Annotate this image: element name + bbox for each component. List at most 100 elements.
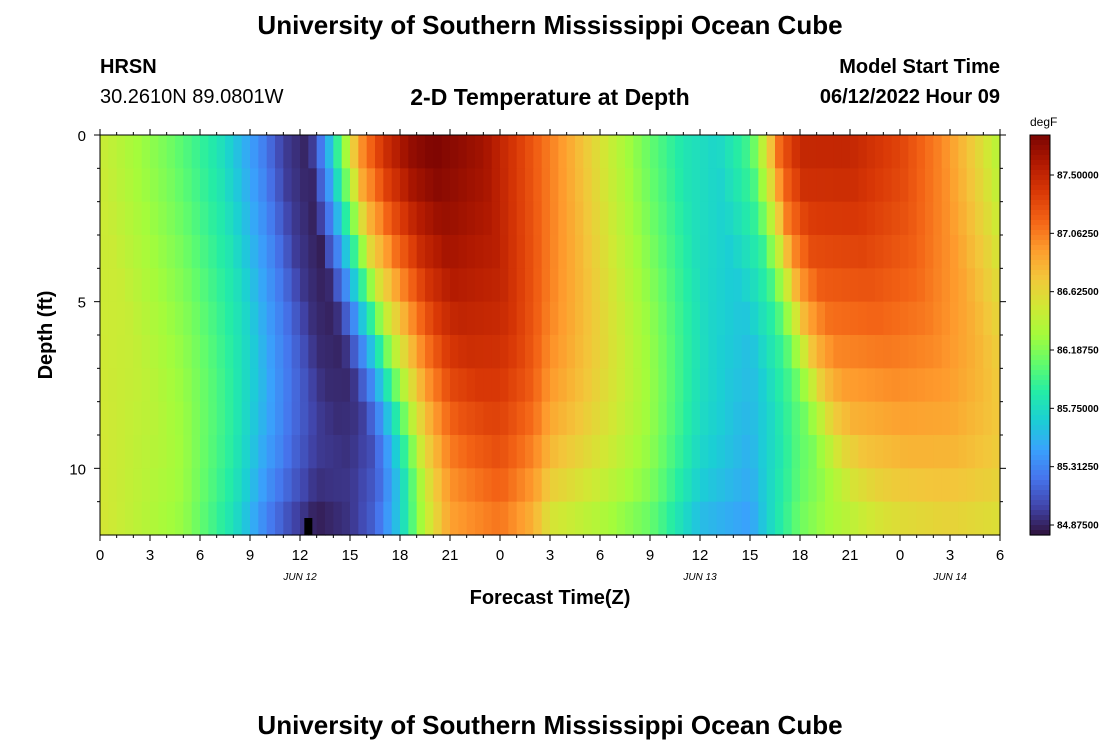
heatmap-cell: [575, 235, 584, 269]
heatmap-cell: [625, 201, 634, 236]
heatmap-cell: [658, 468, 668, 503]
heatmap-cell: [508, 468, 518, 503]
heatmap-cell: [441, 301, 451, 336]
heatmap-cell: [958, 301, 968, 336]
heatmap-cell: [100, 235, 109, 269]
heatmap-cell: [716, 368, 726, 403]
heatmap-cell: [358, 401, 368, 436]
heatmap-cell: [133, 268, 143, 303]
heatmap-cell: [150, 201, 159, 236]
heatmap-cell: [816, 368, 826, 403]
heatmap-cell: [500, 335, 509, 369]
colorbar-segment: [1030, 210, 1050, 216]
heatmap-cell: [366, 135, 376, 169]
heatmap-cell: [466, 135, 476, 169]
heatmap-cell: [183, 401, 193, 436]
heatmap-cell: [741, 301, 751, 336]
colorbar-segment: [1030, 140, 1050, 146]
heatmap-cell: [658, 335, 668, 369]
heatmap-cell: [933, 335, 943, 369]
heatmap-cell: [258, 268, 268, 303]
heatmap-cell: [950, 335, 959, 369]
heatmap-cell: [908, 368, 918, 403]
heatmap-cell: [641, 268, 651, 303]
heatmap-cell: [733, 168, 743, 203]
heatmap-cell: [616, 301, 626, 336]
heatmap-cell: [866, 335, 876, 369]
heatmap-cell: [150, 235, 159, 269]
heatmap-cell: [775, 201, 784, 236]
heatmap-cell: [116, 401, 126, 436]
heatmap-cell: [850, 435, 859, 469]
heatmap-cell: [800, 501, 809, 536]
heatmap-cell: [541, 201, 551, 236]
heatmap-cell: [191, 301, 201, 336]
heatmap-cell: [441, 168, 451, 203]
heatmap-cell: [616, 368, 626, 403]
heatmap-cell: [558, 201, 568, 236]
heatmap-cell: [333, 268, 343, 303]
heatmap-cell: [991, 201, 1001, 236]
heatmap-cell: [758, 268, 768, 303]
heatmap-cell: [641, 201, 651, 236]
heatmap-cell: [133, 468, 143, 503]
heatmap-cell: [916, 268, 926, 303]
heatmap-cell: [733, 235, 743, 269]
heatmap-cell: [650, 235, 659, 269]
heatmap-cell: [833, 335, 843, 369]
heatmap-cell: [316, 168, 326, 203]
heatmap-cell: [725, 401, 734, 436]
heatmap-cell: [166, 301, 176, 336]
heatmap-cell: [816, 468, 826, 503]
heatmap-cell: [558, 335, 568, 369]
heatmap-cell: [108, 201, 118, 236]
heatmap-cell: [716, 135, 726, 169]
heatmap-cell: [266, 468, 276, 503]
heatmap-cell: [500, 235, 509, 269]
heatmap-cell: [500, 301, 509, 336]
heatmap-cell: [400, 301, 409, 336]
heatmap-cell: [583, 401, 593, 436]
heatmap-cell: [408, 401, 418, 436]
heatmap-cell: [533, 501, 543, 536]
heatmap-cell: [358, 135, 368, 169]
heatmap-cell: [875, 268, 884, 303]
heatmap-cell: [841, 435, 851, 469]
heatmap-cell: [700, 368, 709, 403]
heatmap-cell: [516, 268, 526, 303]
heatmap-cell: [450, 401, 459, 436]
heatmap-cell: [283, 135, 293, 169]
heatmap-cell: [300, 435, 309, 469]
heatmap-cell: [841, 135, 851, 169]
heatmap-cell: [425, 135, 434, 169]
heatmap-cell: [700, 135, 709, 169]
heatmap-cell: [975, 401, 984, 436]
heatmap-cell: [916, 435, 926, 469]
heatmap-cell: [125, 368, 134, 403]
heatmap-cell: [291, 468, 301, 503]
heatmap-cell: [166, 468, 176, 503]
heatmap-cell: [975, 168, 984, 203]
heatmap-cell: [591, 235, 601, 269]
heatmap-cell: [633, 435, 643, 469]
heatmap-cell: [308, 401, 318, 436]
heatmap-cell: [808, 301, 818, 336]
heatmap-cell: [108, 501, 118, 536]
heatmap-cell: [825, 268, 834, 303]
heatmap-cell: [566, 201, 576, 236]
heatmap-cell: [841, 301, 851, 336]
heatmap-cell: [983, 435, 993, 469]
heatmap-cell: [483, 201, 493, 236]
heatmap-cell: [766, 468, 776, 503]
heatmap-cell: [983, 135, 993, 169]
heatmap-cell: [983, 301, 993, 336]
heatmap-cell: [791, 435, 801, 469]
heatmap-cell: [533, 401, 543, 436]
heatmap-cell: [783, 168, 793, 203]
colorbar-segment: [1030, 440, 1050, 446]
heatmap-cell: [225, 368, 234, 403]
heatmap-cell: [816, 501, 826, 536]
heatmap-cell: [375, 201, 384, 236]
colorbar-segment: [1030, 430, 1050, 436]
